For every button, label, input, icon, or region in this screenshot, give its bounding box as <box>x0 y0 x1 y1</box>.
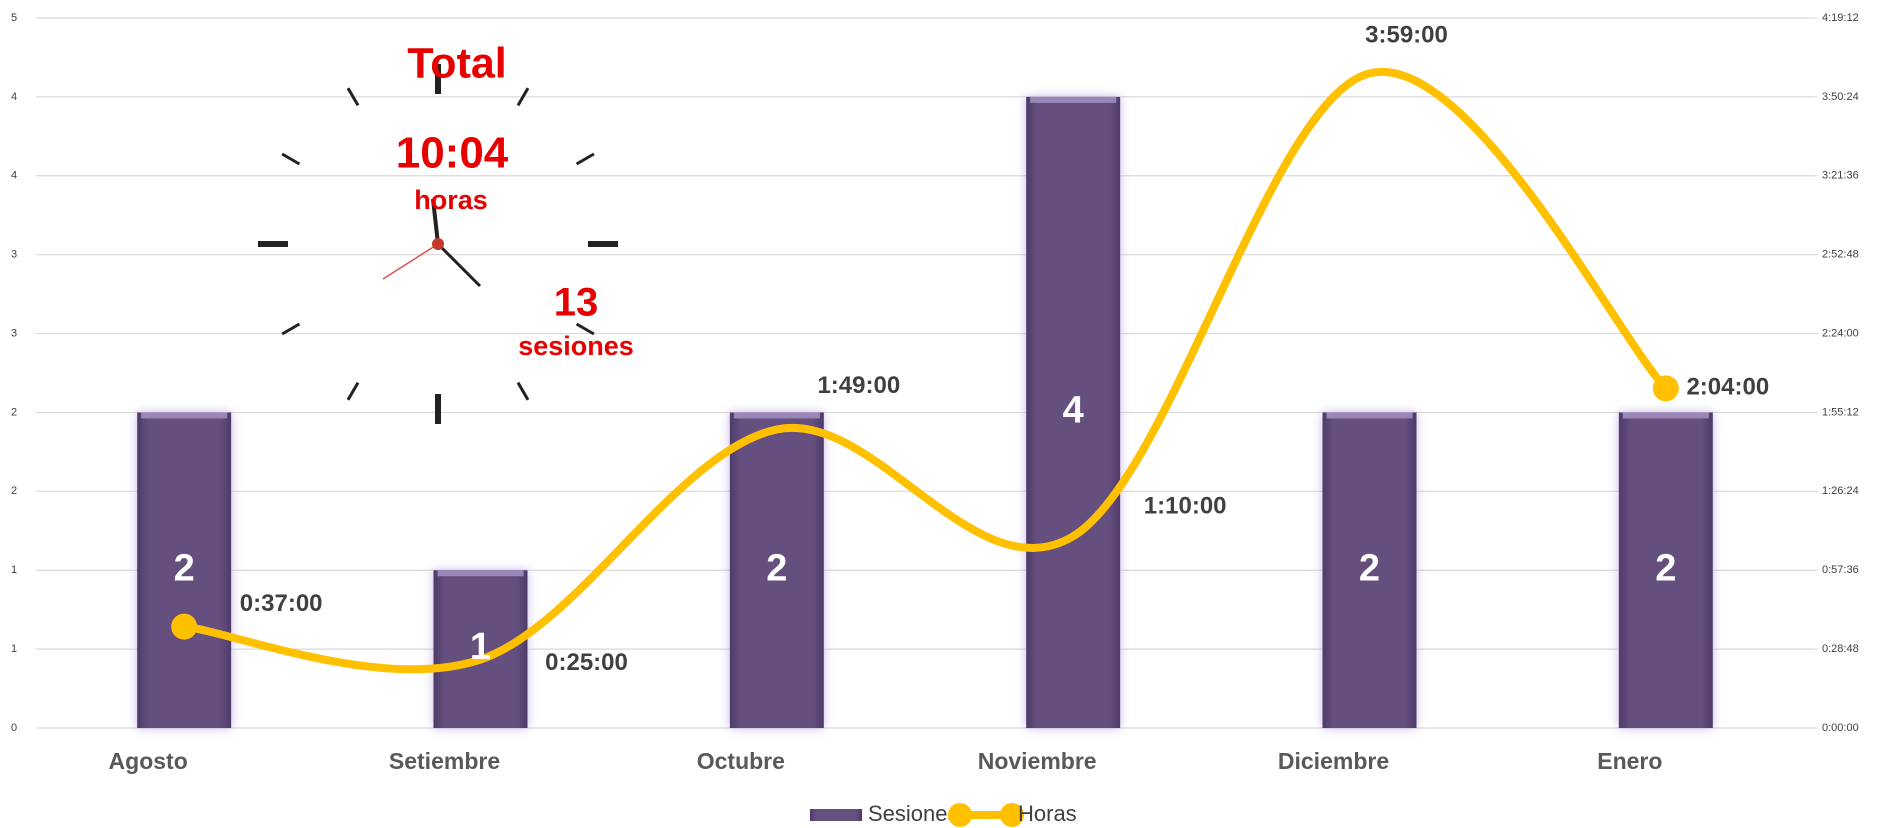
x-tick-label: Diciembre <box>1278 748 1389 774</box>
x-tick-label: Octubre <box>697 748 785 774</box>
grid <box>36 18 1818 728</box>
legend-swatch <box>948 803 972 827</box>
annotation: 10:04 <box>396 129 509 178</box>
y2-tick-label: 0:00:00 <box>1822 722 1859 734</box>
y2-tick-label: 4:19:12 <box>1822 12 1859 24</box>
bar-bevel <box>1623 412 1709 418</box>
line-value-label: 3:59:00 <box>1365 22 1448 49</box>
annotation: sesiones <box>518 331 634 361</box>
annotation: 13 <box>554 281 599 325</box>
clock-center <box>432 238 444 250</box>
line-value-label: 1:49:00 <box>817 372 900 399</box>
x-tick-label: Enero <box>1597 748 1662 774</box>
y2-tick-label: 1:26:24 <box>1822 485 1859 497</box>
y-tick-label: 4 <box>11 91 17 103</box>
labels: 0 1 1 2 2 3 3 4 4 5 0:00:00 0:28:48 0:57:36 1:26:24 1:… <box>11 12 1859 827</box>
annotation: horas <box>414 185 488 215</box>
x-tick-label: Setiembre <box>389 748 500 774</box>
x-tick-label: Noviembre <box>978 748 1097 774</box>
clock-decoration <box>258 64 618 424</box>
annotation: Total <box>407 39 507 87</box>
legend-swatch <box>810 809 862 821</box>
y2-tick-label: 3:50:24 <box>1822 91 1859 103</box>
bar-bevel <box>1030 97 1116 103</box>
y-tick-label: 2 <box>11 485 17 497</box>
y2-tick-label: 0:57:36 <box>1822 564 1859 576</box>
bar-bevel <box>734 412 820 418</box>
y-tick-label: 3 <box>11 327 17 339</box>
y-tick-label: 0 <box>11 722 17 734</box>
clock-hand <box>438 244 480 286</box>
legend-label: Horas <box>1018 801 1077 826</box>
x-tick-label: Agosto <box>109 748 188 774</box>
bar-bevel <box>1327 412 1413 418</box>
bar-bevel <box>141 412 227 418</box>
line-marker <box>1653 375 1679 401</box>
y2-tick-label: 1:55:12 <box>1822 406 1859 418</box>
y-tick-label: 1 <box>11 643 17 655</box>
line-value-label: 0:37:00 <box>240 590 323 617</box>
bar-value-label: 2 <box>766 547 787 589</box>
chart: 0 1 1 2 2 3 3 4 4 5 0:00:00 0:28:48 0:57:36 1:26:24 1:… <box>0 0 1882 828</box>
clock-tick <box>282 324 299 334</box>
clock-tick <box>282 154 299 164</box>
bar-bevel <box>438 570 524 576</box>
y2-tick-label: 2:24:00 <box>1822 327 1859 339</box>
clock-hand <box>383 244 438 279</box>
bar-value-label: 1 <box>470 626 491 668</box>
y-tick-label: 2 <box>11 406 17 418</box>
bar-value-label: 2 <box>1655 547 1676 589</box>
plot <box>137 72 1713 728</box>
line-marker <box>171 614 197 640</box>
y2-tick-label: 0:28:48 <box>1822 643 1859 655</box>
line-value-label: 0:25:00 <box>545 649 628 676</box>
clock-tick <box>348 383 358 400</box>
clock-tick <box>518 383 528 400</box>
y-tick-label: 1 <box>11 564 17 576</box>
y2-tick-label: 2:52:48 <box>1822 249 1859 261</box>
y2-tick-label: 3:21:36 <box>1822 170 1859 182</box>
y-tick-label: 3 <box>11 249 17 261</box>
y-tick-label: 4 <box>11 170 17 182</box>
line-value-label: 2:04:00 <box>1686 374 1769 401</box>
line-value-label: 1:10:00 <box>1144 493 1227 520</box>
y-tick-label: 5 <box>11 12 17 24</box>
bar-value-label: 4 <box>1063 389 1084 431</box>
clock-tick <box>577 154 594 164</box>
bar-value-label: 2 <box>1359 547 1380 589</box>
bar-value-label: 2 <box>174 547 195 589</box>
legend-label: Sesiones <box>868 801 959 826</box>
